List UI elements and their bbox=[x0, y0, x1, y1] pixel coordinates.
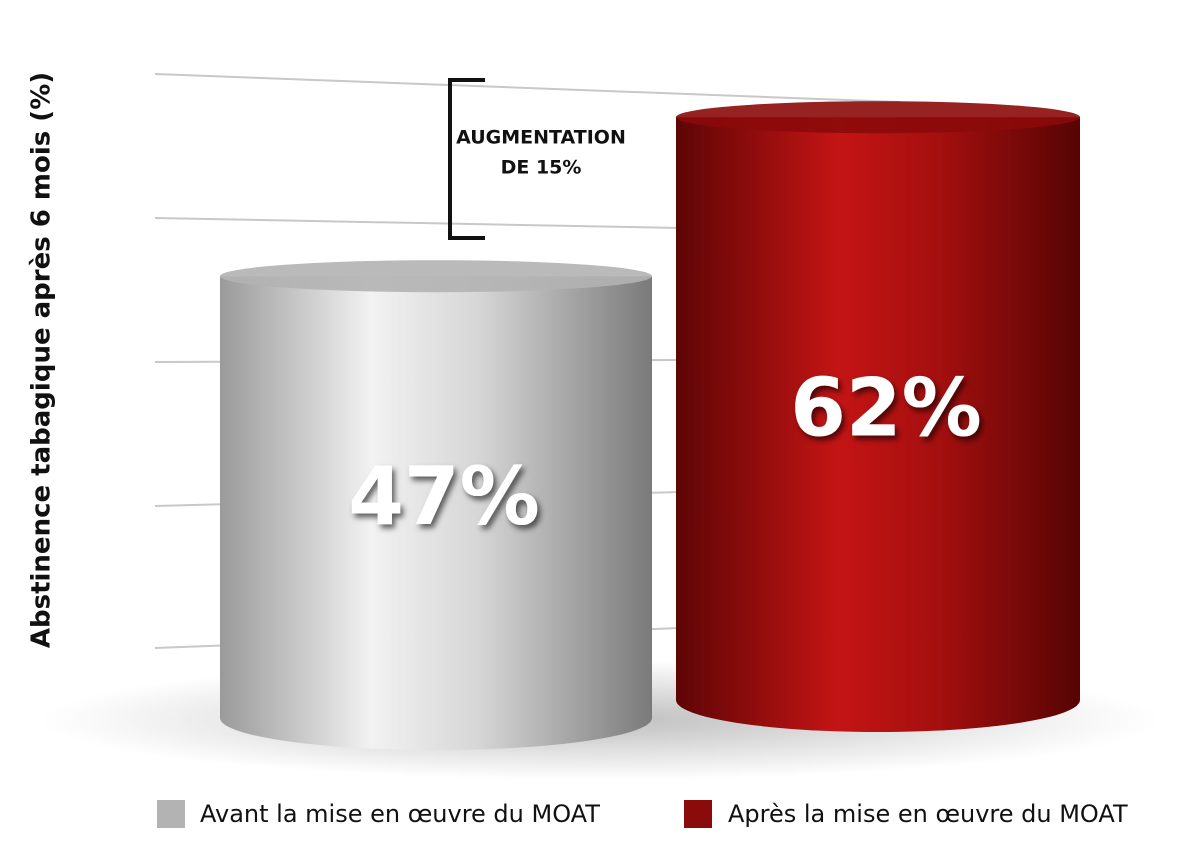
bar-top bbox=[220, 260, 652, 293]
bar-top bbox=[676, 101, 1080, 134]
annotation: AUGMENTATION bbox=[456, 127, 626, 149]
legend-label: Après la mise en œuvre du MOAT bbox=[728, 800, 1128, 828]
legend-label: Avant la mise en œuvre du MOAT bbox=[200, 800, 600, 828]
value-label: 62% bbox=[790, 362, 981, 455]
legend-swatch bbox=[684, 800, 712, 828]
legend-swatch bbox=[157, 800, 185, 828]
bar bbox=[676, 117, 1080, 732]
bracket bbox=[448, 78, 485, 240]
annotation: DE 15% bbox=[501, 157, 582, 179]
y-axis-label: Abstinence tabagique après 6 mois (%) bbox=[27, 72, 57, 648]
value-label: 47% bbox=[348, 450, 539, 543]
bar bbox=[220, 276, 652, 750]
